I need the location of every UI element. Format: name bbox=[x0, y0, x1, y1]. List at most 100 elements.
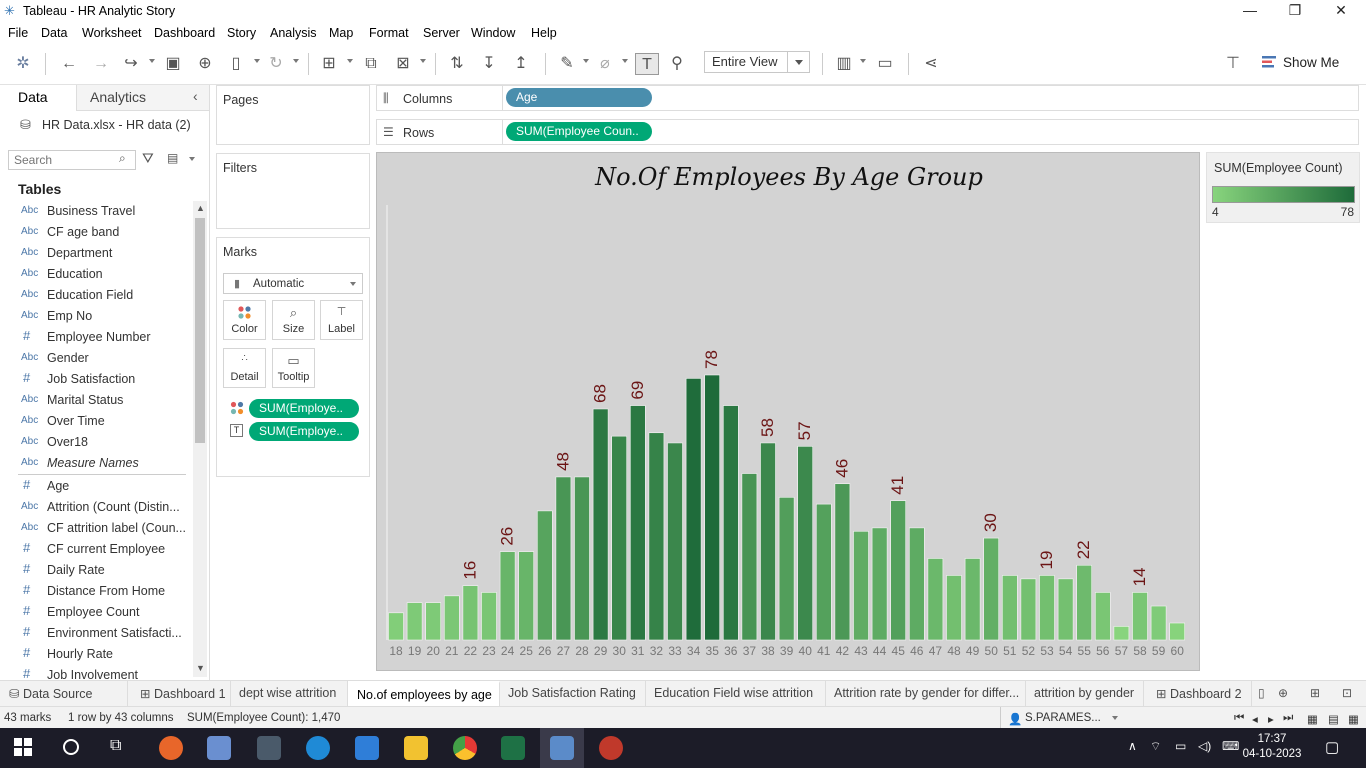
calculator-icon[interactable] bbox=[257, 736, 281, 760]
bar-age-29[interactable] bbox=[592, 408, 609, 641]
menu-window[interactable]: Window bbox=[471, 26, 516, 40]
menu-map[interactable]: Map bbox=[329, 26, 354, 40]
detail-button[interactable]: ∴ Detail bbox=[223, 348, 266, 388]
grid-view-icon[interactable]: ▦ bbox=[1348, 714, 1359, 726]
columns-shelf[interactable]: ⫼ Columns Age bbox=[376, 85, 1359, 111]
field-item[interactable]: # Hourly Rate bbox=[0, 644, 190, 665]
menu-story[interactable]: Story bbox=[227, 26, 257, 40]
first-sheet-icon[interactable]: ⏮ bbox=[1234, 712, 1245, 724]
bar-age-49[interactable] bbox=[964, 558, 981, 641]
search-circle-icon[interactable] bbox=[63, 739, 79, 755]
mail-icon[interactable] bbox=[355, 736, 379, 760]
presentation-icon[interactable]: ▭ bbox=[877, 55, 893, 72]
employee-count-pill[interactable]: SUM(Employee Coun.. bbox=[506, 122, 652, 141]
size-button[interactable]: ⌕ Size bbox=[272, 300, 315, 340]
bar-age-28[interactable] bbox=[574, 476, 590, 641]
menu-help[interactable]: Help bbox=[531, 26, 557, 40]
field-item[interactable]: # Employee Number bbox=[0, 327, 190, 348]
bar-age-40[interactable] bbox=[797, 446, 814, 641]
search-input[interactable] bbox=[8, 150, 136, 170]
bar-age-31[interactable] bbox=[630, 405, 646, 641]
bar-age-25[interactable] bbox=[518, 551, 534, 641]
new-story-tab-icon[interactable]: ⊡ bbox=[1342, 686, 1353, 700]
field-item[interactable]: # Environment Satisfacti... bbox=[0, 623, 190, 644]
file-explorer-icon[interactable] bbox=[404, 736, 428, 760]
tab-data[interactable]: Data bbox=[18, 89, 48, 105]
menu-dashboard[interactable]: Dashboard bbox=[154, 26, 216, 40]
field-item[interactable]: Abc Emp No bbox=[0, 306, 190, 327]
undo-icon[interactable]: ← bbox=[61, 55, 77, 72]
menu-server[interactable]: Server bbox=[423, 26, 460, 40]
tab-dept-wise-attrition[interactable]: dept wise attrition bbox=[231, 681, 348, 707]
field-item[interactable]: # Job Satisfaction bbox=[0, 369, 190, 390]
field-item[interactable]: # Daily Rate bbox=[0, 560, 190, 581]
bar-age-56[interactable] bbox=[1094, 592, 1111, 641]
chrome-icon[interactable] bbox=[453, 736, 477, 760]
edge-icon[interactable] bbox=[306, 736, 330, 760]
tab-attrition-by-gender[interactable]: attrition by gender bbox=[1026, 681, 1144, 707]
tray-chevron-icon[interactable]: ∧ bbox=[1128, 739, 1137, 753]
status-user[interactable]: S.PARAMES... bbox=[1025, 712, 1101, 724]
rows-shelf[interactable]: ☰ Rows SUM(Employee Coun.. bbox=[376, 119, 1359, 145]
bar-age-44[interactable] bbox=[871, 527, 888, 641]
bar-age-46[interactable] bbox=[908, 527, 925, 641]
tab-data-source[interactable]: ⛁ Data Source bbox=[0, 681, 128, 707]
bar-age-54[interactable] bbox=[1057, 578, 1074, 641]
bar-age-43[interactable] bbox=[853, 530, 869, 641]
bar-age-23[interactable] bbox=[481, 592, 497, 641]
menu-analysis[interactable]: Analysis bbox=[270, 26, 317, 40]
bar-age-60[interactable] bbox=[1169, 622, 1186, 641]
show-labels-icon[interactable]: T bbox=[635, 53, 659, 75]
refresh-icon[interactable]: ↻ bbox=[269, 55, 283, 72]
clear-sheet-icon[interactable]: ⊠ bbox=[396, 55, 410, 72]
bar-age-20[interactable] bbox=[425, 602, 442, 641]
bar-age-41[interactable] bbox=[815, 503, 832, 641]
duplicate-icon[interactable]: ⧉ bbox=[365, 55, 377, 72]
bar-age-38[interactable] bbox=[760, 442, 776, 641]
color-legend[interactable]: SUM(Employee Count) 4 78 bbox=[1206, 152, 1360, 223]
tab-attrition-rate-gender[interactable]: Attrition rate by gender for differ... bbox=[826, 681, 1026, 707]
field-item[interactable]: Abc Department bbox=[0, 243, 190, 264]
field-item[interactable]: Abc Measure Names bbox=[0, 453, 190, 474]
notification-icon[interactable]: ▢ bbox=[1325, 739, 1340, 756]
bar-age-36[interactable] bbox=[722, 405, 739, 641]
bar-age-48[interactable] bbox=[946, 575, 962, 641]
tab-analytics[interactable]: Analytics bbox=[90, 89, 147, 105]
bar-age-30[interactable] bbox=[611, 435, 627, 641]
menu-file[interactable]: File bbox=[8, 26, 29, 40]
field-item[interactable]: # Employee Count bbox=[0, 602, 190, 623]
pin-icon[interactable]: ⚲ bbox=[671, 55, 683, 72]
bar-age-55[interactable] bbox=[1076, 564, 1093, 641]
pause-updates-icon[interactable]: ▯ bbox=[231, 55, 241, 72]
view-options-icon[interactable]: ▤ bbox=[167, 151, 179, 165]
windows-start-icon[interactable] bbox=[14, 738, 32, 759]
tab-dashboard-2[interactable]: ⊞ Dashboard 2 bbox=[1144, 681, 1252, 707]
field-item[interactable]: Abc Over18 bbox=[0, 432, 190, 453]
redo-icon[interactable]: → bbox=[93, 55, 109, 72]
field-item[interactable]: Abc Attrition (Count (Distin... bbox=[0, 497, 190, 518]
filter-icon[interactable]: ⛛ bbox=[142, 150, 154, 166]
tab-employees-by-age[interactable]: No.of employees by age bbox=[348, 681, 500, 707]
field-item[interactable]: # Age bbox=[0, 476, 190, 497]
network-icon[interactable]: ⌔ bbox=[1150, 739, 1162, 753]
taskbar-clock[interactable]: 17:37 04-10-2023 bbox=[1242, 732, 1302, 762]
field-item[interactable]: # Job Involvement bbox=[0, 665, 190, 680]
firefox-icon[interactable] bbox=[159, 736, 183, 760]
close-icon[interactable]: ✕ bbox=[1335, 2, 1347, 18]
minimize-icon[interactable]: — bbox=[1243, 2, 1257, 18]
bar-age-35[interactable] bbox=[704, 374, 721, 641]
bar-age-42[interactable] bbox=[834, 483, 851, 641]
field-item[interactable]: Abc Marital Status bbox=[0, 390, 190, 411]
paint-icon[interactable]: ⊤ bbox=[1226, 55, 1240, 72]
volume-icon[interactable]: ◁) bbox=[1198, 739, 1212, 753]
new-datasource-icon[interactable]: ⊕ bbox=[198, 55, 212, 72]
bar-age-33[interactable] bbox=[667, 442, 683, 641]
tab-view-icon[interactable]: ▤ bbox=[1328, 714, 1339, 726]
field-item[interactable]: Abc Gender bbox=[0, 348, 190, 369]
bar-age-47[interactable] bbox=[927, 558, 944, 641]
tab-education-field-attrition[interactable]: Education Field wise attrition bbox=[646, 681, 826, 707]
filters-card[interactable]: Filters bbox=[216, 153, 370, 229]
new-dashboard-tab-icon[interactable]: ⊞ bbox=[1310, 686, 1321, 700]
excel-icon[interactable] bbox=[501, 736, 525, 760]
prev-sheet-icon[interactable]: ◂ bbox=[1252, 714, 1258, 726]
